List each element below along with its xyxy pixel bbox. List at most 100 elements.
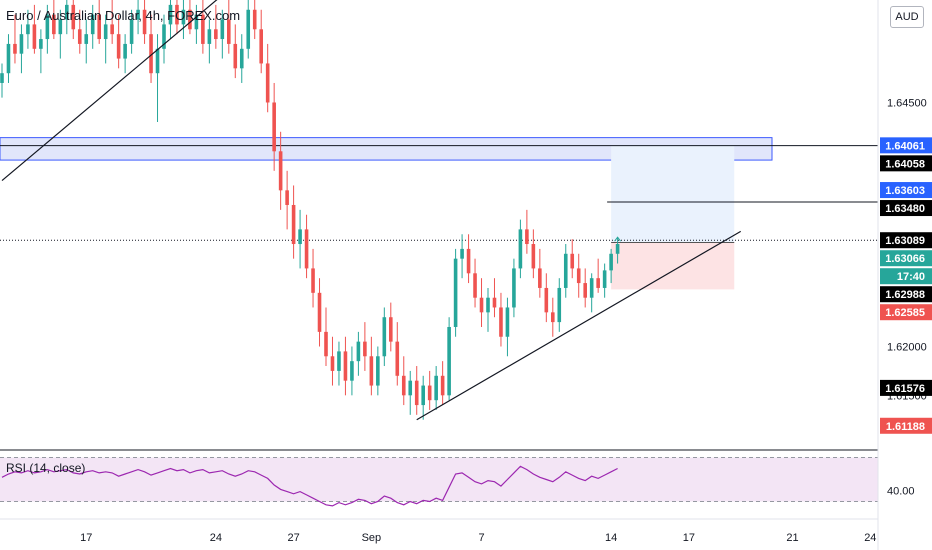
candle — [0, 63, 4, 98]
candle-body — [389, 317, 393, 342]
candle — [6, 34, 11, 83]
candle-body — [356, 341, 361, 362]
price-label-bg — [880, 268, 932, 285]
price-label-bg — [880, 417, 932, 434]
candle-body — [576, 268, 581, 284]
candle-body — [531, 244, 536, 269]
candle-body — [337, 351, 341, 371]
candle-body — [233, 43, 238, 69]
candle — [473, 258, 477, 308]
candle-body — [278, 151, 283, 191]
candle-body — [123, 43, 127, 59]
candle-body — [103, 24, 108, 40]
position-target-area — [611, 145, 735, 243]
candle-body — [589, 278, 594, 298]
price-label-bg — [880, 232, 932, 249]
candle — [589, 273, 594, 313]
candle — [563, 244, 568, 298]
candle-body — [207, 29, 212, 44]
candle-body — [142, 9, 147, 35]
price-label: 1.61576 — [880, 379, 932, 396]
price-label: 1.63066 — [880, 250, 932, 267]
candle — [518, 219, 523, 279]
candle-body — [162, 24, 166, 49]
candle — [583, 268, 587, 308]
candle-body — [609, 253, 613, 271]
candle — [97, 0, 101, 44]
candle-body — [201, 14, 205, 44]
x-tick-label: 24 — [864, 532, 876, 544]
candle — [427, 370, 432, 410]
currency-button[interactable]: AUD — [890, 6, 924, 28]
price-label-bg — [880, 200, 932, 217]
candle-body — [19, 34, 24, 54]
x-tick-label: 7 — [478, 532, 484, 544]
candle — [337, 341, 341, 386]
candle-body — [110, 24, 114, 35]
candle — [278, 131, 283, 210]
candle-body — [453, 258, 458, 327]
price-label: 1.61188 — [880, 417, 932, 434]
candle — [77, 9, 82, 54]
x-tick-label: 21 — [786, 532, 798, 544]
candle-body — [214, 29, 218, 40]
candle — [369, 336, 374, 396]
candle — [330, 336, 335, 386]
candle-body — [551, 312, 555, 323]
price-label-text: 17:40 — [897, 271, 925, 283]
candle-body — [460, 248, 464, 259]
candle-body — [252, 9, 257, 30]
candle — [602, 263, 607, 298]
candle — [499, 292, 503, 347]
candle — [356, 331, 361, 376]
candle-body — [304, 229, 309, 269]
candle — [551, 297, 555, 337]
candle — [421, 375, 425, 420]
rsi-indicator-label[interactable]: RSI (14, close) — [6, 461, 86, 475]
candle-body — [544, 287, 549, 313]
candle — [570, 239, 575, 279]
x-tick-label: 27 — [287, 532, 299, 544]
candle-body — [291, 204, 296, 245]
candle-body — [570, 253, 575, 269]
candle — [265, 43, 270, 113]
candle-body — [97, 14, 101, 40]
candle-body — [505, 307, 510, 337]
candle — [291, 185, 296, 259]
candle-body — [499, 307, 503, 337]
price-label: 1.63603 — [880, 182, 932, 199]
candle-body — [382, 317, 387, 357]
candle-body — [149, 34, 153, 74]
candle-body — [265, 63, 270, 103]
price-label-text: 1.64061 — [885, 140, 925, 152]
candle-body — [155, 48, 160, 74]
candle-body — [239, 48, 244, 69]
candle — [285, 170, 289, 230]
candle — [453, 248, 458, 337]
candle — [408, 370, 413, 415]
candle-body — [414, 380, 419, 406]
candle-body — [246, 9, 251, 49]
candle-body — [343, 351, 348, 381]
trendline-descending — [1, 0, 218, 182]
candle — [71, 0, 76, 40]
candle — [557, 278, 562, 332]
candle — [90, 4, 95, 49]
candle-body — [220, 19, 225, 40]
trendline-ascending — [416, 230, 742, 421]
candle — [220, 9, 225, 59]
candle — [382, 307, 387, 367]
candle-body — [512, 268, 516, 308]
candle — [460, 234, 464, 279]
candle-body — [39, 39, 43, 49]
supply-zone — [0, 137, 773, 161]
candle-body — [376, 356, 380, 386]
candle-body — [583, 283, 587, 298]
price-label-text: 1.63089 — [885, 235, 925, 247]
candle — [52, 0, 56, 40]
candle-body — [492, 297, 497, 308]
position-stop-area — [611, 242, 735, 290]
price-label: 1.62988 — [880, 286, 932, 303]
candle-body — [538, 268, 542, 288]
